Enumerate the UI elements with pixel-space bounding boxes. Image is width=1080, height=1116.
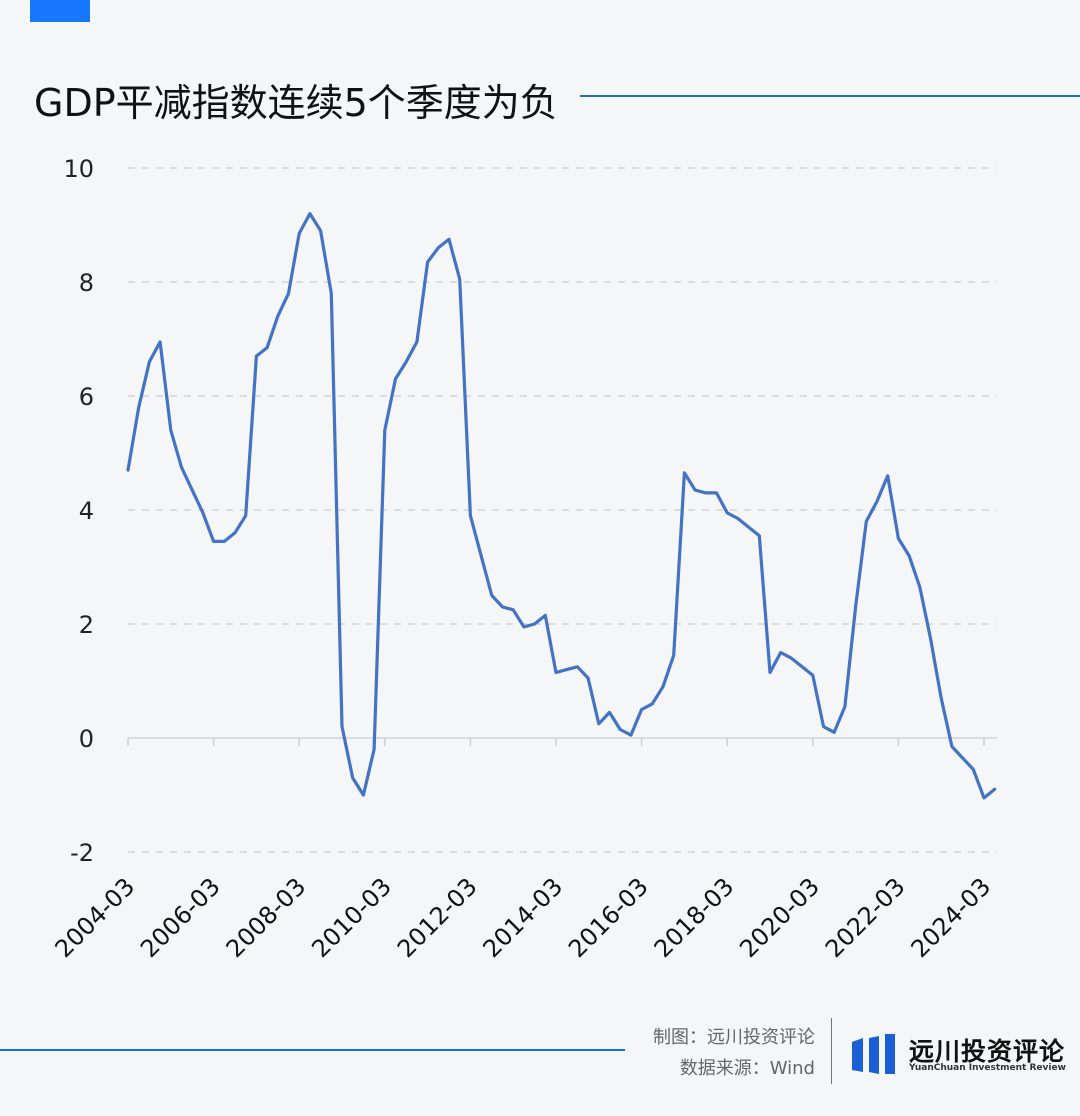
x-tick-label: 2008-03: [221, 872, 312, 963]
y-tick-label: 2: [79, 611, 94, 639]
x-tick-label: 2014-03: [478, 872, 569, 963]
logo-bars-icon: [852, 1034, 895, 1074]
x-tick-label: 2004-03: [50, 872, 141, 963]
x-tick-label: 2010-03: [306, 872, 397, 963]
x-tick-label: 2018-03: [649, 872, 740, 963]
accent-block: [30, 0, 90, 22]
y-tick-label: 4: [79, 497, 94, 525]
footer-divider: [831, 1018, 832, 1084]
y-tick-label: 6: [79, 383, 94, 411]
x-tick-label: 2006-03: [135, 872, 226, 963]
x-tick-label: 2020-03: [734, 872, 825, 963]
series-line: [126, 212, 997, 800]
x-tick-label: 2016-03: [563, 872, 654, 963]
x-tick-label: 2022-03: [820, 872, 911, 963]
footer-rule: [0, 1049, 625, 1051]
x-tick-label: 2024-03: [906, 872, 997, 963]
title-rule: [580, 95, 1080, 97]
logo-name: 远川投资评论: [909, 1037, 1066, 1066]
credit-source: 数据来源：Wind: [679, 1058, 815, 1079]
credits: 制图：远川投资评论 数据来源：Wind: [653, 1022, 815, 1084]
x-tick-label: 2012-03: [392, 872, 483, 963]
y-tick-label: 8: [79, 269, 94, 297]
page-title: GDP平减指数连续5个季度为负: [34, 81, 558, 125]
y-tick-label: 10: [63, 155, 94, 183]
credit-maker: 制图：远川投资评论: [653, 1027, 815, 1048]
y-tick-label: 0: [79, 725, 94, 753]
logo-subtitle: YuanChuan Investment Review: [909, 1063, 1066, 1073]
y-tick-label: -2: [70, 839, 94, 867]
